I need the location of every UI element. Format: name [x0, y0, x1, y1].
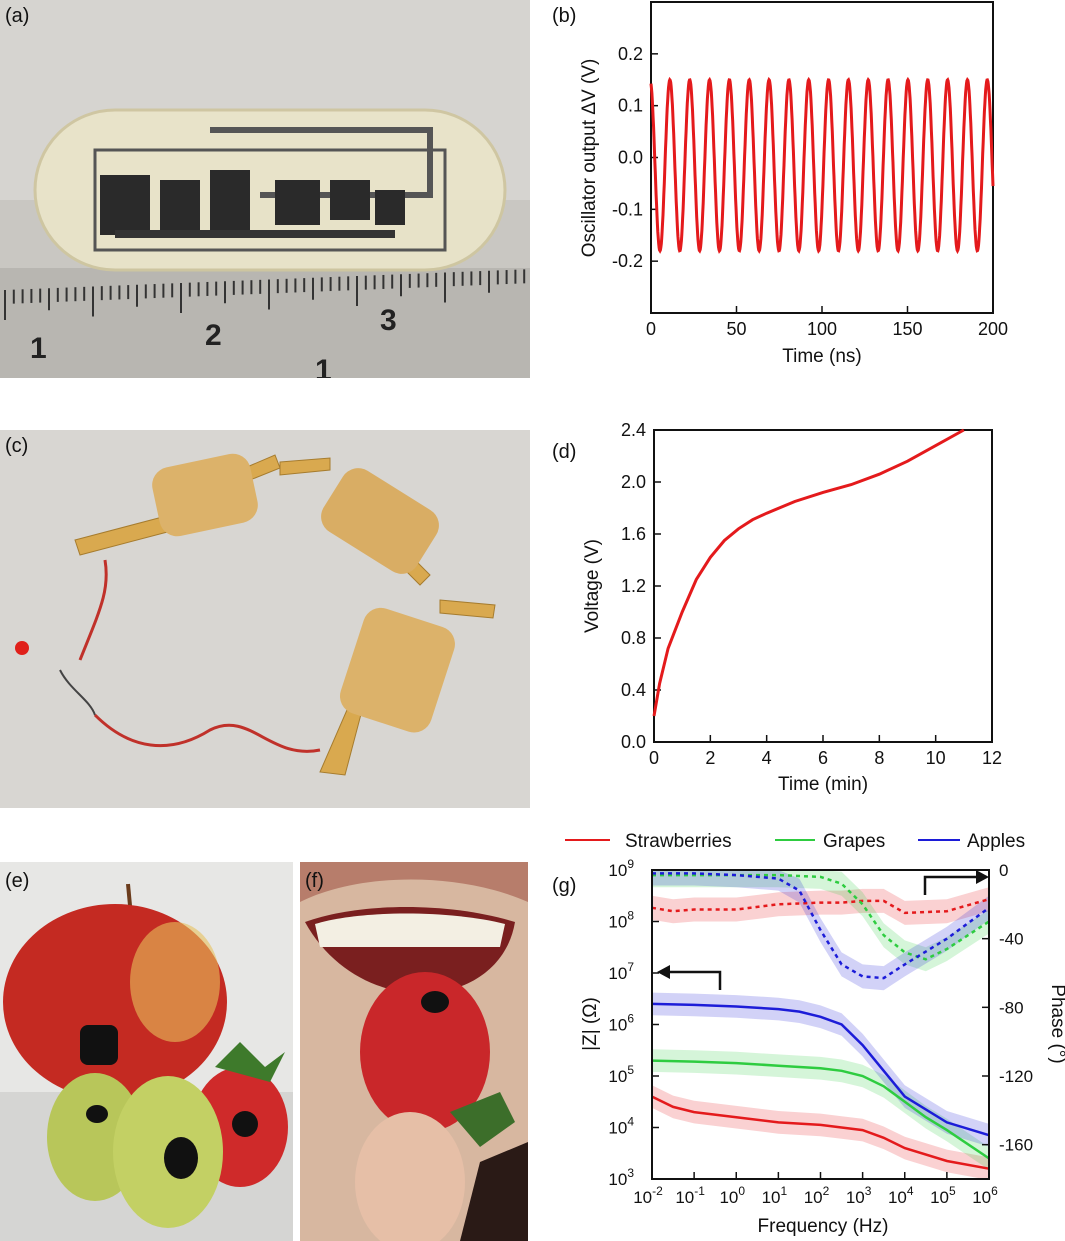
chart-g: (g) Strawberries Grapes Apples 10-2 10-1 1…: [552, 831, 1065, 1237]
phase-line: [651, 897, 990, 915]
edible-battery: [321, 468, 439, 574]
ruler-number: 1: [30, 332, 47, 365]
y-tick-label: 108: [608, 909, 634, 932]
left-axis-arrow-icon: [657, 965, 722, 990]
series-line: [652, 428, 965, 717]
edible-battery: [152, 453, 258, 537]
x-tick-label: 2: [705, 748, 715, 768]
y-right-tick-label: 0: [999, 861, 1008, 880]
panel-label-f: (f): [305, 870, 324, 892]
y-tick-label: 0.4: [621, 680, 646, 700]
x-tick-label: 102: [804, 1184, 830, 1207]
y-axis-label: |Z| (Ω): [580, 997, 601, 1051]
x-tick-label: 50: [726, 319, 746, 339]
panel-f-photo: (f): [300, 862, 528, 1241]
legend-strawberries: Strawberries: [625, 831, 732, 852]
x-axis-label: Frequency (Hz): [758, 1216, 889, 1237]
y-tick-label: 107: [608, 960, 634, 983]
impedance-band: [652, 1085, 989, 1180]
phase-band: [652, 887, 989, 925]
y-right-tick-label: -160: [999, 1136, 1033, 1155]
x-tick-label: 8: [874, 748, 884, 768]
panel-a-photo: 1 2 3 1 (a): [0, 0, 530, 378]
ruler-number: 1: [315, 354, 332, 378]
panel-label-a: (a): [5, 5, 29, 27]
legend-grapes: Grapes: [823, 831, 885, 852]
phase-line: [652, 872, 990, 980]
y-tick-label: 0.8: [621, 628, 646, 648]
legend: Strawberries Grapes Apples: [565, 831, 1025, 852]
x-tick-label: 105: [930, 1184, 956, 1207]
y-tick-label: 103: [608, 1166, 634, 1189]
x-tick-label: 12: [982, 748, 1002, 768]
x-tick-label: 200: [978, 319, 1008, 339]
ruler-number: 2: [205, 319, 222, 352]
x-tick-label: 103: [846, 1184, 872, 1207]
y-right-tick-label: -120: [999, 1067, 1033, 1086]
panel-label-b: (b): [552, 5, 576, 27]
y-axis-label: Voltage (V): [582, 539, 603, 633]
x-tick-label: 100: [807, 319, 837, 339]
plot-frame: [653, 429, 993, 743]
impedance-band: [652, 992, 989, 1147]
right-axis-arrow-icon: [923, 870, 989, 895]
impedance-line: [651, 1059, 990, 1160]
x-axis-label: Time (ns): [782, 346, 862, 367]
edible-battery: [339, 607, 455, 733]
y-tick-label: 0.0: [618, 148, 643, 168]
x-tick-label: 10: [926, 748, 946, 768]
y-tick-label: 0.0: [621, 732, 646, 752]
led-icon: [15, 641, 29, 655]
x-tick-label: 104: [888, 1184, 914, 1207]
ruler: [0, 268, 530, 378]
impedance-line: [651, 1095, 990, 1170]
y-right-tick-label: -40: [999, 930, 1024, 949]
strawberry: [360, 972, 490, 1132]
y-tick-label: -0.1: [612, 199, 643, 219]
y-tick-label: 109: [608, 857, 634, 880]
y-tick-label: 2.4: [621, 420, 646, 440]
legend-apples: Apples: [967, 831, 1025, 852]
impedance-line: [651, 1002, 990, 1137]
panel-label-d: (d): [552, 441, 576, 463]
y-tick-label: 104: [608, 1115, 634, 1138]
y-axis-right-label: Phase (°): [1047, 984, 1065, 1063]
chart-b: (b) 0 50 100 150 200 -0.2 -0.1 0.0 0.1 0.2 Time (…: [552, 1, 1008, 367]
y-right-tick-label: -80: [999, 998, 1024, 1017]
y-tick-label: 0.1: [618, 96, 643, 116]
x-tick-label: 100: [719, 1184, 745, 1207]
x-tick-label: 0: [646, 319, 656, 339]
series-line: [649, 76, 995, 255]
panel-label-e: (e): [5, 870, 29, 892]
chart-d: (d) 0 2 4 6 8 10 12 0.0 0.4 0.8 1.2 1.6 2.0 2.4 Time …: [552, 420, 1002, 795]
x-tick-label: 101: [762, 1184, 788, 1207]
y-axis-label: Oscillator output ΔV (V): [579, 59, 600, 258]
panel-e-photo: (e): [0, 862, 293, 1241]
y-tick-label: 1.2: [621, 576, 646, 596]
y-tick-label: 105: [608, 1063, 634, 1086]
x-tick-label: 4: [762, 748, 772, 768]
x-tick-label: 6: [818, 748, 828, 768]
y-tick-label: 106: [608, 1012, 634, 1035]
y-tick-label: 1.6: [621, 524, 646, 544]
panel-label-g: (g): [552, 875, 576, 897]
x-tick-label: 150: [892, 319, 922, 339]
y-tick-label: -0.2: [612, 251, 643, 271]
x-tick-label: 10-2: [633, 1184, 663, 1207]
x-tick-label: 10-1: [675, 1184, 705, 1207]
panel-label-c: (c): [5, 435, 28, 457]
y-tick-label: 0.2: [618, 44, 643, 64]
ruler-number: 3: [380, 304, 397, 337]
x-tick-label: 106: [972, 1184, 998, 1207]
x-axis-label: Time (min): [778, 774, 868, 795]
phase-band: [652, 870, 989, 972]
panel-c-photo: (c): [0, 430, 530, 808]
x-tick-label: 0: [649, 748, 659, 768]
y-tick-label: 2.0: [621, 472, 646, 492]
